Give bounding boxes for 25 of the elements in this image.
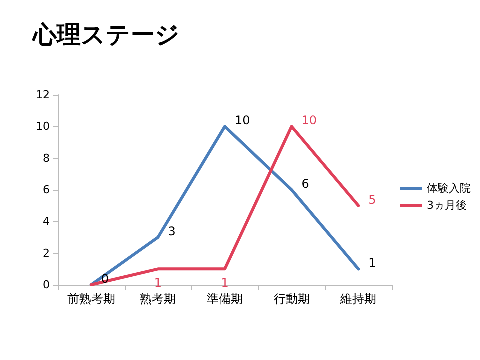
data-label: 10 bbox=[302, 114, 318, 128]
y-tick-label: 2 bbox=[43, 246, 50, 260]
y-tick-label: 6 bbox=[43, 184, 50, 196]
y-tick-label: 10 bbox=[36, 120, 50, 134]
x-tick-label: 熟考期 bbox=[140, 292, 176, 306]
data-label: 10 bbox=[235, 114, 250, 128]
data-label: 5 bbox=[368, 192, 376, 207]
y-tick-label: 12 bbox=[36, 88, 50, 102]
x-tick-label: 行動期 bbox=[274, 292, 310, 306]
y-tick-label: 4 bbox=[43, 215, 50, 228]
data-label: 6 bbox=[302, 177, 310, 191]
line-series bbox=[90, 125, 360, 286]
data-label: 0 bbox=[101, 272, 110, 286]
chart-title: 心理ステージ bbox=[32, 21, 180, 49]
x-tick-label: 前熟考期 bbox=[67, 292, 116, 306]
data-label: 1 bbox=[154, 276, 162, 290]
y-tick-label: 0 bbox=[43, 278, 50, 292]
x-tick-label: 準備期 bbox=[207, 292, 243, 306]
legend-label: 3ヵ月後 bbox=[427, 199, 467, 212]
legend-label: 体験入院 bbox=[427, 182, 471, 195]
x-tick-label: 維持期 bbox=[340, 292, 377, 306]
y-tick-label: 8 bbox=[43, 152, 50, 165]
data-label: 1 bbox=[221, 276, 229, 290]
data-label: 1 bbox=[368, 256, 376, 270]
data-label: 3 bbox=[168, 224, 176, 238]
